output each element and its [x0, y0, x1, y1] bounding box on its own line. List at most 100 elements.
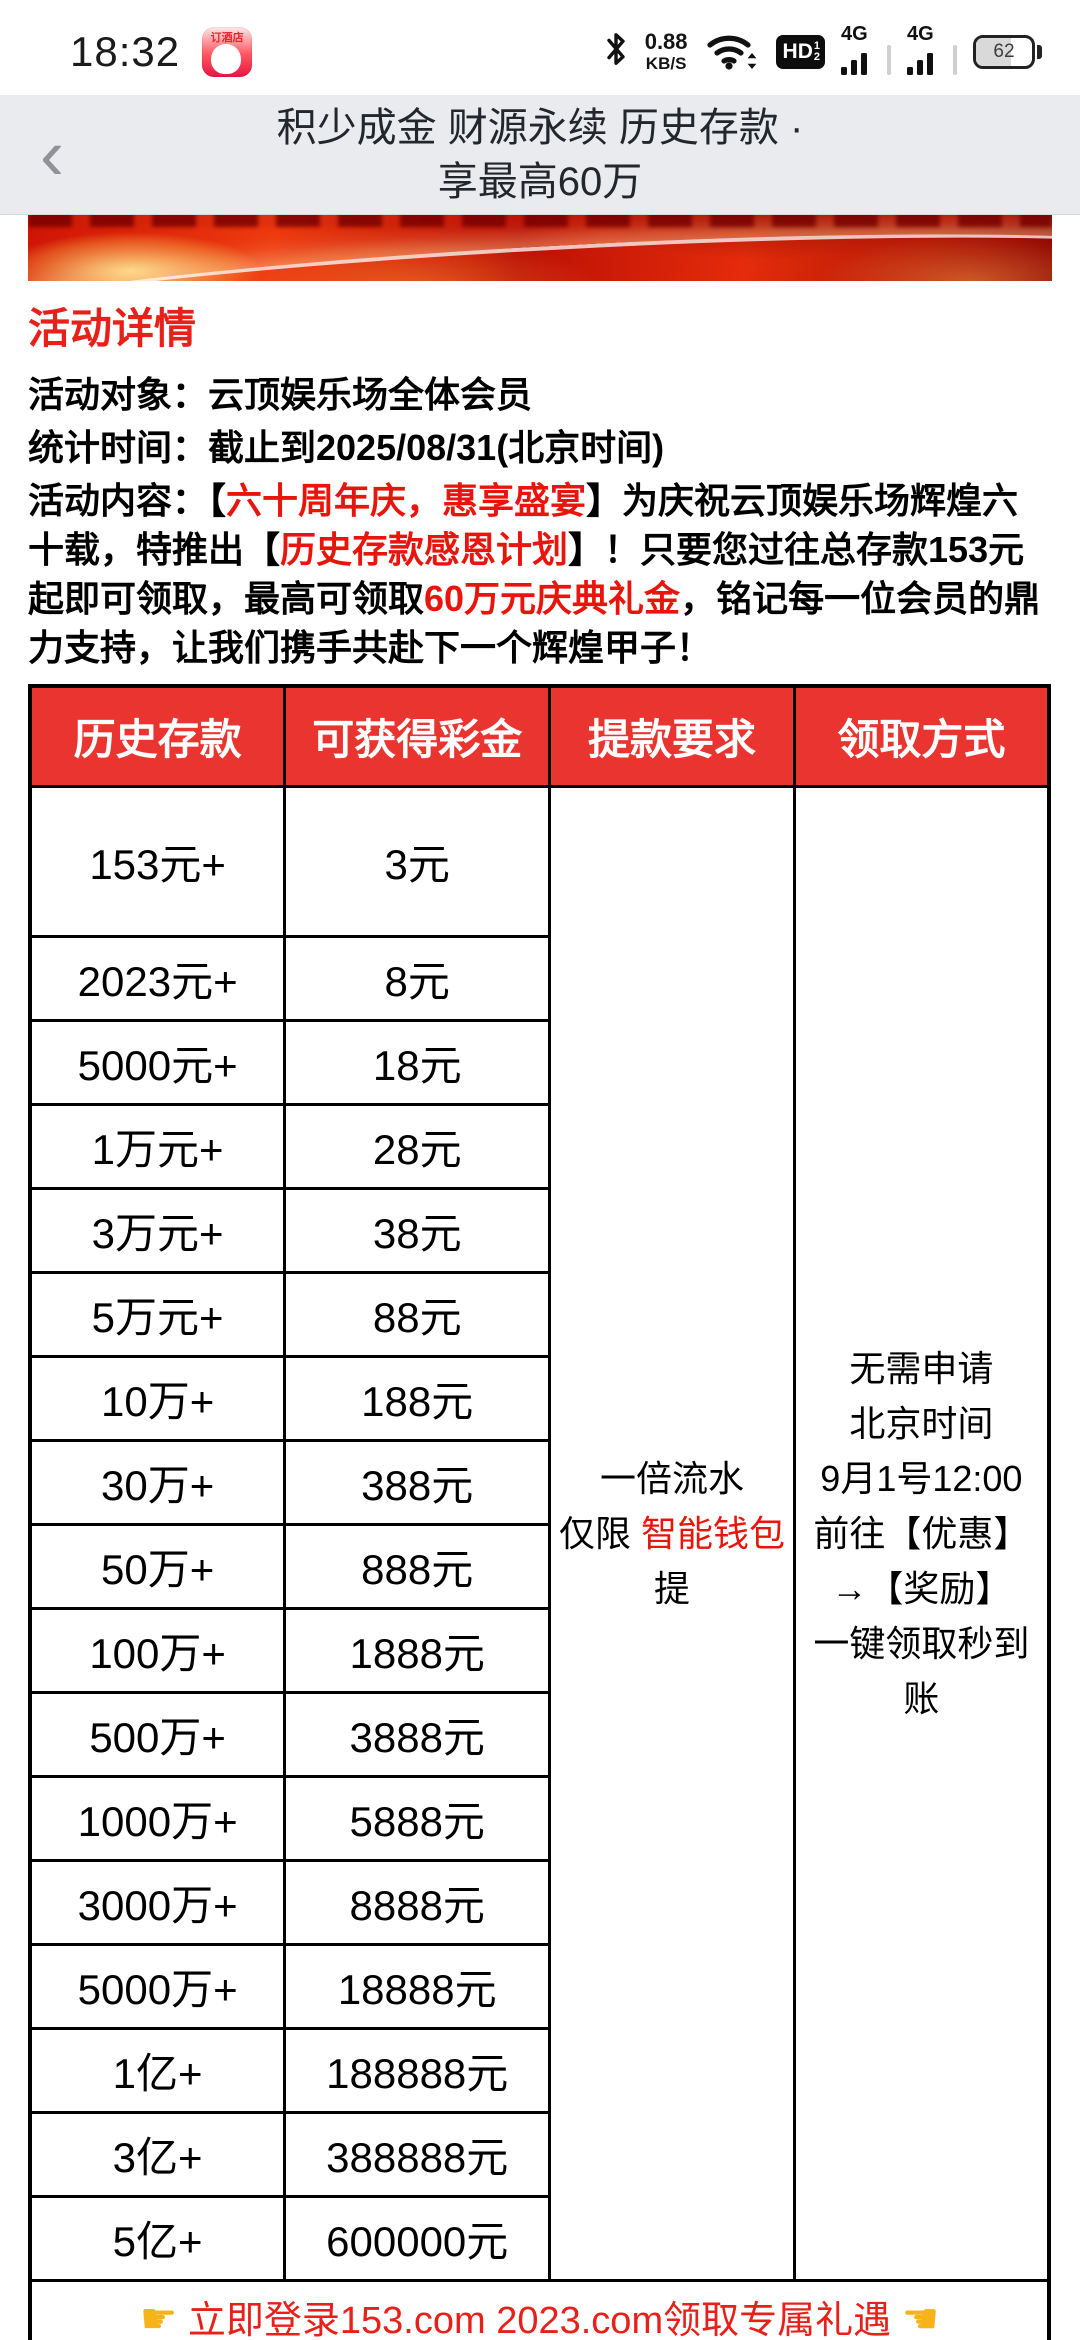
activity-details-section: 活动详情 活动对象：云顶娱乐场全体会员 统计时间：截止到2025/08/31(北… [28, 295, 1052, 672]
deposit-cell: 1万元+ [28, 1102, 287, 1190]
deposit-cell: 5000元+ [28, 1018, 287, 1106]
section-title: 活动详情 [28, 305, 197, 352]
pointing-right-icon: ☛ [139, 2295, 178, 2340]
table-row: 10万+ 188元 [28, 1354, 1049, 1442]
pointing-left-icon: ☚ [901, 2295, 940, 2340]
column-header-claim: 领取方式 [792, 684, 1051, 788]
sim2-roaming-bar [953, 44, 957, 75]
bluetooth-icon [603, 30, 629, 73]
page-title-line2: 享最高60万 [437, 159, 643, 204]
audience-value: 云顶娱乐场全体会员 [208, 374, 533, 415]
bonus-cell: 5888元 [283, 1774, 552, 1862]
column-header-deposit: 历史存款 [28, 684, 287, 788]
hotel-app-notification-icon: 订酒店 [202, 26, 253, 77]
sim1-signal-indicator: 4G [841, 23, 891, 75]
deposit-cell: 5万元+ [28, 1270, 287, 1358]
deposit-cell: 10万+ [28, 1354, 287, 1442]
bonus-cell: 888元 [283, 1522, 552, 1610]
table-footer-row: ☛ 立即登录153.com 2023.com领取专属礼遇 ☚ [28, 2278, 1051, 2340]
sim2-network-type: 4G [907, 22, 934, 45]
hd-sub: 2 [813, 50, 820, 63]
network-speed-unit: KB/S [645, 54, 687, 73]
claim-method-cell: 无需申请 北京时间 9月1号12:00 前往【优惠】 →【奖励】 一键领取秒到账 [792, 784, 1051, 2282]
table-row: 5万元+ 88元 [28, 1270, 1049, 1358]
deposit-cell: 3亿+ [28, 2110, 287, 2198]
stat-time-label: 统计时间： [28, 427, 209, 468]
smart-wallet-highlight: 智能钱包 [640, 1512, 785, 1554]
deposit-cell: 3万元+ [28, 1186, 287, 1274]
deposit-cell: 100万+ [28, 1606, 287, 1694]
battery-nub [1037, 44, 1042, 59]
battery-indicator: 62 [973, 34, 1042, 69]
clock: 18:32 [70, 27, 181, 75]
table-row: 2023元+ 8元 [28, 934, 1049, 1022]
table-row: 500万+ 3888元 [28, 1690, 1049, 1778]
app-icon-mascot [211, 43, 242, 74]
table-row: 5亿+ 600000元 [28, 2194, 1049, 2282]
table-row: 3万元+ 38元 [28, 1186, 1049, 1274]
hd-sup: 1 [813, 39, 820, 52]
sim2-signal-indicator: 4G [907, 23, 957, 75]
withdraw-requirement-cell: 一倍流水 仅限 智能钱包提 [548, 784, 796, 2282]
deposit-cell: 3000万+ [28, 1858, 287, 1946]
bonus-cell: 1888元 [283, 1606, 552, 1694]
audience-label: 活动对象： [28, 374, 209, 415]
deposit-cell: 1000万+ [28, 1774, 287, 1862]
battery-icon: 62 [973, 34, 1035, 69]
deposit-cell: 50万+ [28, 1522, 287, 1610]
table-header-row: 历史存款 可获得彩金 提款要求 领取方式 [28, 684, 1051, 788]
content-text: 活动内容：【 [28, 480, 227, 521]
table-row: 1万元+ 28元 [28, 1102, 1049, 1190]
activity-content-paragraph: 活动内容：【六十周年庆，惠享盛宴】为庆祝云顶娱乐场辉煌六十载，特推出【历史存款感… [28, 476, 1052, 672]
app-icon-label: 订酒店 [210, 31, 244, 44]
bonus-cell: 388888元 [283, 2110, 552, 2198]
bonus-cell: 3888元 [283, 1690, 552, 1778]
table-row: 100万+ 1888元 [28, 1606, 1049, 1694]
bonus-cell: 18元 [283, 1018, 552, 1106]
bonus-cell: 88元 [283, 1270, 552, 1358]
content-text: ，铭记每一位会员的鼎力支持，让我们携手共赴下一个辉煌甲子！ [28, 578, 1041, 668]
page-title: 积少成金 财源永续 历史存款 · 享最高60万 [277, 101, 804, 209]
bonus-cell: 388元 [283, 1438, 552, 1526]
bonus-cell: 188元 [283, 1354, 552, 1442]
highlighted-text: 六十周年庆，惠享盛宴 [226, 480, 587, 521]
table-row: 153元+ 3元 一倍流水 仅限 智能钱包提无需申请 北京时间 9月1号12:00 前往【优… [28, 784, 1051, 2282]
status-bar: 18:32 订酒店 0.88 KB/S HD [0, 0, 1080, 95]
bonus-cell: 8888元 [283, 1858, 552, 1946]
deposit-cell: 30万+ [28, 1438, 287, 1526]
audience-line: 活动对象：云顶娱乐场全体会员 [28, 370, 1052, 419]
sim1-network-type: 4G [841, 22, 868, 45]
deposit-cell: 2023元+ [28, 934, 287, 1022]
table-row: 3亿+ 388888元 [28, 2110, 1049, 2198]
highlighted-text: 60万元庆典礼金 [424, 578, 681, 619]
table-row: 5000万+ 18888元 [28, 1942, 1049, 2030]
column-header-bonus: 可获得彩金 [283, 684, 552, 788]
page-header: ‹ 积少成金 财源永续 历史存款 · 享最高60万 [0, 95, 1080, 215]
deposit-cell: 5000万+ [28, 1942, 287, 2030]
content-text: 】为庆祝云顶娱乐场辉煌六十载，特推出【 [28, 480, 1019, 570]
network-speed-indicator: 0.88 KB/S [644, 29, 688, 73]
footer-cta-text[interactable]: 立即登录153.com 2023.com领取专属礼遇 [187, 2300, 892, 2340]
bonus-cell: 8元 [283, 934, 552, 1022]
bonus-cell: 600000元 [283, 2194, 552, 2282]
battery-percent: 62 [993, 40, 1015, 62]
battery-fill [976, 37, 1011, 66]
deposit-cell: 1亿+ [28, 2026, 287, 2114]
sim1-roaming-bar [887, 44, 891, 75]
content-text: 】！只要您过往总存款153元起即可领取，最高可领取 [28, 529, 1025, 619]
network-speed-value: 0.88 [644, 29, 688, 54]
back-button[interactable]: ‹ [40, 114, 64, 195]
stat-time-line: 统计时间：截止到2025/08/31(北京时间) [28, 423, 1052, 472]
table-row: 30万+ 388元 [28, 1438, 1049, 1526]
bonus-cell: 18888元 [283, 1942, 552, 2030]
table-row: 1亿+ 188888元 [28, 2026, 1049, 2114]
hd-label: HD [782, 39, 813, 63]
wifi-icon [704, 27, 760, 76]
sim2-signal-bars-icon [907, 52, 933, 75]
table-row: 1000万+ 5888元 [28, 1774, 1049, 1862]
sim1-signal-bars-icon [841, 52, 867, 75]
page-title-line1: 积少成金 财源永续 历史存款 · [276, 105, 804, 150]
reward-table: 历史存款 可获得彩金 提款要求 领取方式 153元+ 3元 一倍流水 仅限 智能钱包提… [28, 684, 1051, 2340]
deposit-cell: 5亿+ [28, 2194, 287, 2282]
table-row: 50万+ 888元 [28, 1522, 1049, 1610]
